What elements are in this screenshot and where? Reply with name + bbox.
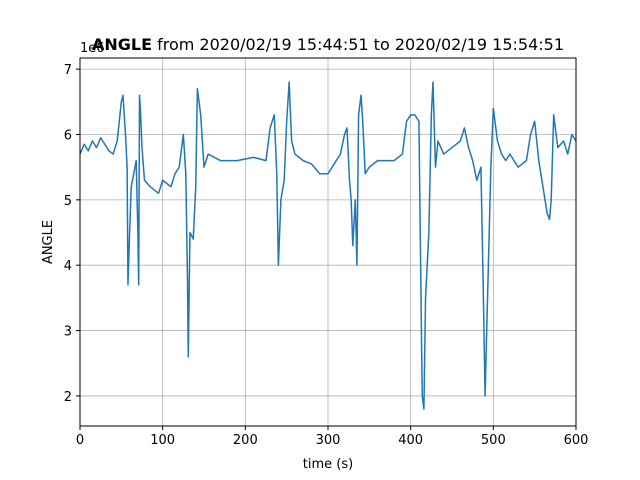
x-axis-label: time (s) xyxy=(303,457,353,472)
plot-area xyxy=(79,81,577,410)
y-axis-label: ANGLE xyxy=(41,220,56,264)
title-bold: ANGLE xyxy=(92,35,152,54)
x-tick-label: 600 xyxy=(564,433,589,448)
data-line xyxy=(79,81,577,410)
y-tick-label: 4 xyxy=(64,259,72,274)
x-tick-label: 500 xyxy=(481,433,506,448)
x-tick-label: 400 xyxy=(398,433,423,448)
y-tick-label: 7 xyxy=(64,63,72,78)
x-tick-label: 200 xyxy=(233,433,258,448)
y-tick-label: 6 xyxy=(64,128,72,143)
offset-text: 1e6 xyxy=(80,41,105,56)
x-tick-label: 300 xyxy=(316,433,341,448)
x-tick-label: 0 xyxy=(76,433,84,448)
x-tick-label: 100 xyxy=(150,433,175,448)
y-tick-label: 3 xyxy=(64,325,72,340)
y-tick-label: 5 xyxy=(64,194,72,209)
chart-title: ANGLE from 2020/02/19 15:44:51 to 2020/0… xyxy=(92,35,564,54)
y-tick-label: 2 xyxy=(64,390,72,405)
title-rest: from 2020/02/19 15:44:51 to 2020/02/19 1… xyxy=(157,35,564,54)
ticks: 0 100 200 300 400 500 600 2 3 4 5 6 7 xyxy=(64,63,589,448)
